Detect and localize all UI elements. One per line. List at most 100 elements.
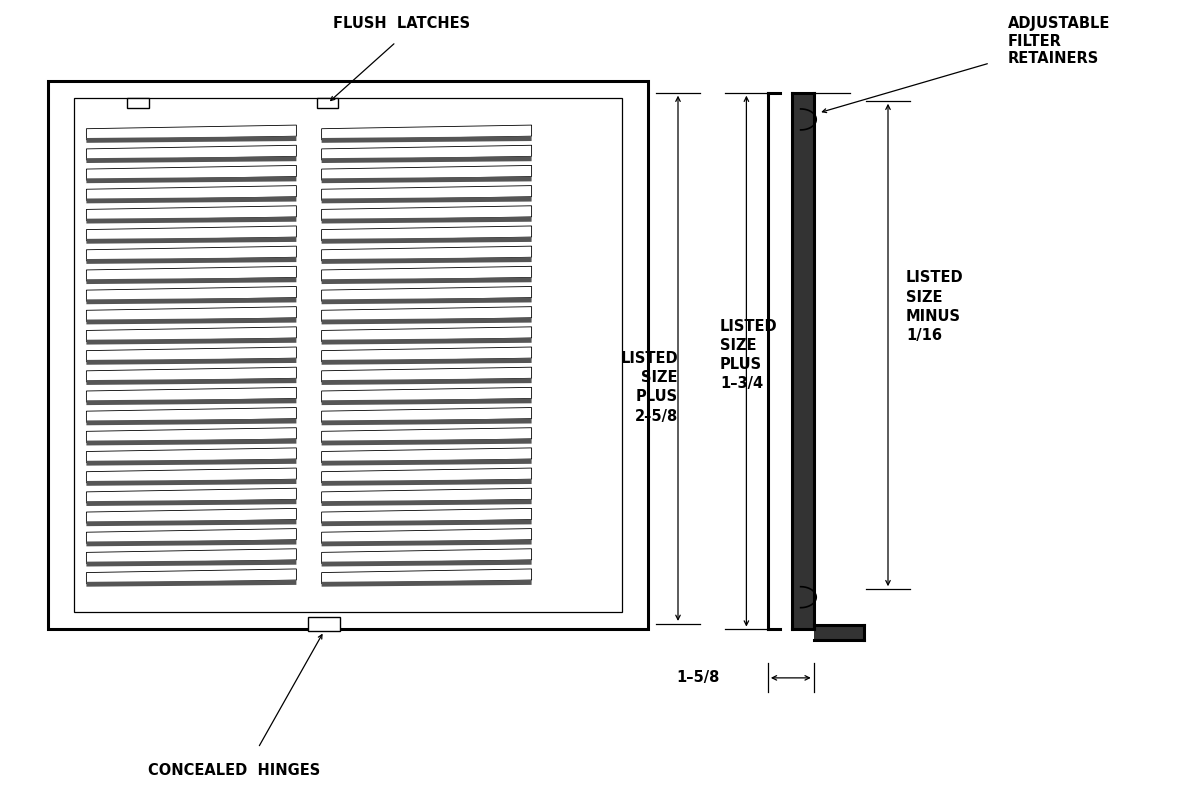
Polygon shape [86, 378, 296, 385]
Polygon shape [86, 520, 296, 526]
Polygon shape [322, 428, 532, 442]
Polygon shape [322, 165, 532, 180]
Polygon shape [322, 439, 532, 445]
Polygon shape [322, 237, 532, 244]
Polygon shape [86, 508, 296, 523]
Text: FLUSH  LATCHES: FLUSH LATCHES [334, 16, 470, 31]
Polygon shape [86, 419, 296, 425]
Bar [308, 617, 340, 631]
Polygon shape [322, 226, 532, 240]
Text: LISTED
SIZE
PLUS
1–3/4: LISTED SIZE PLUS 1–3/4 [720, 319, 778, 391]
Polygon shape [322, 540, 532, 546]
Polygon shape [322, 257, 532, 264]
Polygon shape [86, 266, 296, 281]
Polygon shape [322, 338, 532, 345]
Polygon shape [322, 367, 532, 382]
Polygon shape [322, 468, 532, 483]
Text: CONCEALED  HINGES: CONCEALED HINGES [148, 763, 320, 778]
Polygon shape [86, 186, 296, 200]
Polygon shape [322, 387, 532, 402]
Text: LISTED
SIZE
MINUS
1/16: LISTED SIZE MINUS 1/16 [906, 270, 964, 343]
Text: 1–5/8: 1–5/8 [677, 671, 720, 685]
Polygon shape [322, 278, 532, 284]
Polygon shape [86, 580, 296, 587]
Polygon shape [86, 278, 296, 284]
Polygon shape [322, 419, 532, 425]
Polygon shape [86, 569, 296, 583]
Polygon shape [86, 459, 296, 466]
Polygon shape [86, 136, 296, 143]
Polygon shape [86, 479, 296, 486]
Polygon shape [322, 298, 532, 304]
Text: ADJUSTABLE
FILTER
RETAINERS: ADJUSTABLE FILTER RETAINERS [1008, 16, 1110, 66]
Polygon shape [86, 399, 296, 405]
Polygon shape [322, 358, 532, 365]
Polygon shape [322, 327, 532, 341]
Polygon shape [86, 206, 296, 220]
Polygon shape [322, 157, 532, 163]
Polygon shape [86, 468, 296, 483]
Polygon shape [86, 318, 296, 324]
Polygon shape [322, 488, 532, 503]
Polygon shape [322, 318, 532, 324]
Polygon shape [322, 206, 532, 220]
Polygon shape [86, 367, 296, 382]
Bar [792, 93, 814, 629]
Polygon shape [322, 520, 532, 526]
Polygon shape [86, 560, 296, 567]
Bar [74, 98, 622, 612]
Polygon shape [322, 177, 532, 183]
Polygon shape [322, 286, 532, 301]
Polygon shape [86, 125, 296, 140]
Polygon shape [322, 408, 532, 422]
Polygon shape [86, 165, 296, 180]
Polygon shape [86, 529, 296, 543]
Polygon shape [86, 540, 296, 546]
Polygon shape [322, 580, 532, 587]
Polygon shape [322, 246, 532, 261]
Polygon shape [86, 439, 296, 445]
Polygon shape [86, 246, 296, 261]
Polygon shape [86, 157, 296, 163]
Polygon shape [322, 266, 532, 281]
Polygon shape [86, 307, 296, 321]
Polygon shape [322, 569, 532, 583]
Polygon shape [86, 347, 296, 362]
Polygon shape [86, 500, 296, 506]
Polygon shape [86, 448, 296, 462]
Polygon shape [86, 488, 296, 503]
Polygon shape [86, 226, 296, 240]
Polygon shape [86, 408, 296, 422]
Polygon shape [86, 358, 296, 365]
Polygon shape [86, 549, 296, 563]
Polygon shape [322, 378, 532, 385]
Polygon shape [86, 257, 296, 264]
Polygon shape [86, 177, 296, 183]
Polygon shape [322, 399, 532, 405]
Polygon shape [322, 508, 532, 523]
Polygon shape [322, 459, 532, 466]
Polygon shape [322, 307, 532, 321]
Polygon shape [322, 448, 532, 462]
Polygon shape [322, 347, 532, 362]
Polygon shape [322, 145, 532, 160]
Polygon shape [322, 500, 532, 506]
Bar [317, 98, 338, 108]
Polygon shape [86, 197, 296, 203]
Polygon shape [86, 428, 296, 442]
Polygon shape [86, 327, 296, 341]
Polygon shape [322, 197, 532, 203]
Polygon shape [322, 217, 532, 224]
Bar [48, 81, 648, 629]
Polygon shape [322, 125, 532, 140]
Polygon shape [86, 237, 296, 244]
Polygon shape [86, 217, 296, 224]
Polygon shape [322, 479, 532, 486]
Polygon shape [322, 560, 532, 567]
Polygon shape [322, 529, 532, 543]
Polygon shape [86, 286, 296, 301]
Polygon shape [322, 549, 532, 563]
Polygon shape [86, 338, 296, 345]
Polygon shape [86, 145, 296, 160]
Bar [127, 98, 149, 108]
